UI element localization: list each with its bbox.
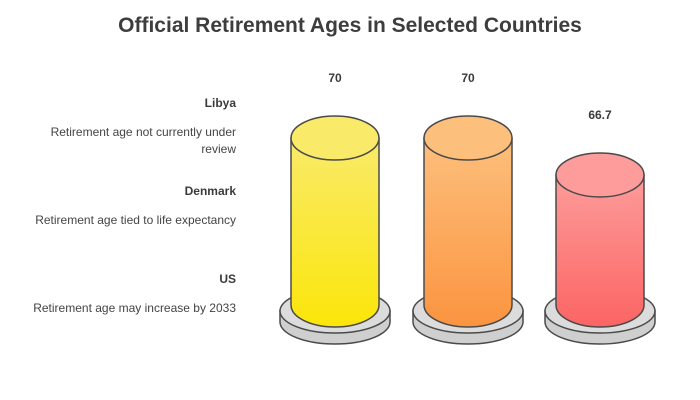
legend-desc-denmark: Retirement age tied to life expectancy bbox=[35, 213, 236, 227]
value-label-us: 66.7 bbox=[588, 108, 612, 122]
bar-us bbox=[544, 152, 656, 345]
chart-title: Official Retirement Ages in Selected Cou… bbox=[118, 14, 582, 37]
cylinder-top-us bbox=[555, 152, 645, 198]
legend-country-us: US bbox=[219, 272, 236, 286]
legend: Libya Retirement age not currently under… bbox=[20, 96, 236, 360]
legend-item-denmark: Denmark Retirement age tied to life expe… bbox=[20, 184, 236, 272]
legend-country-denmark: Denmark bbox=[184, 184, 236, 198]
cylinder-top-denmark bbox=[423, 115, 513, 161]
legend-country-libya: Libya bbox=[204, 96, 236, 110]
bar-libya bbox=[279, 115, 391, 345]
value-label-denmark: 70 bbox=[461, 71, 475, 85]
legend-item-libya: Libya Retirement age not currently under… bbox=[20, 96, 236, 184]
cylinder-top-libya bbox=[290, 115, 380, 161]
value-label-libya: 70 bbox=[328, 71, 342, 85]
cylinder-body-denmark bbox=[423, 137, 513, 328]
bar-denmark bbox=[412, 115, 524, 345]
legend-desc-libya: Retirement age not currently under revie… bbox=[50, 125, 236, 156]
legend-item-us: US Retirement age may increase by 2033 bbox=[20, 272, 236, 360]
cylinder-body-libya bbox=[290, 137, 380, 328]
legend-desc-us: Retirement age may increase by 2033 bbox=[33, 301, 236, 315]
cylinder-body-us bbox=[555, 174, 645, 328]
